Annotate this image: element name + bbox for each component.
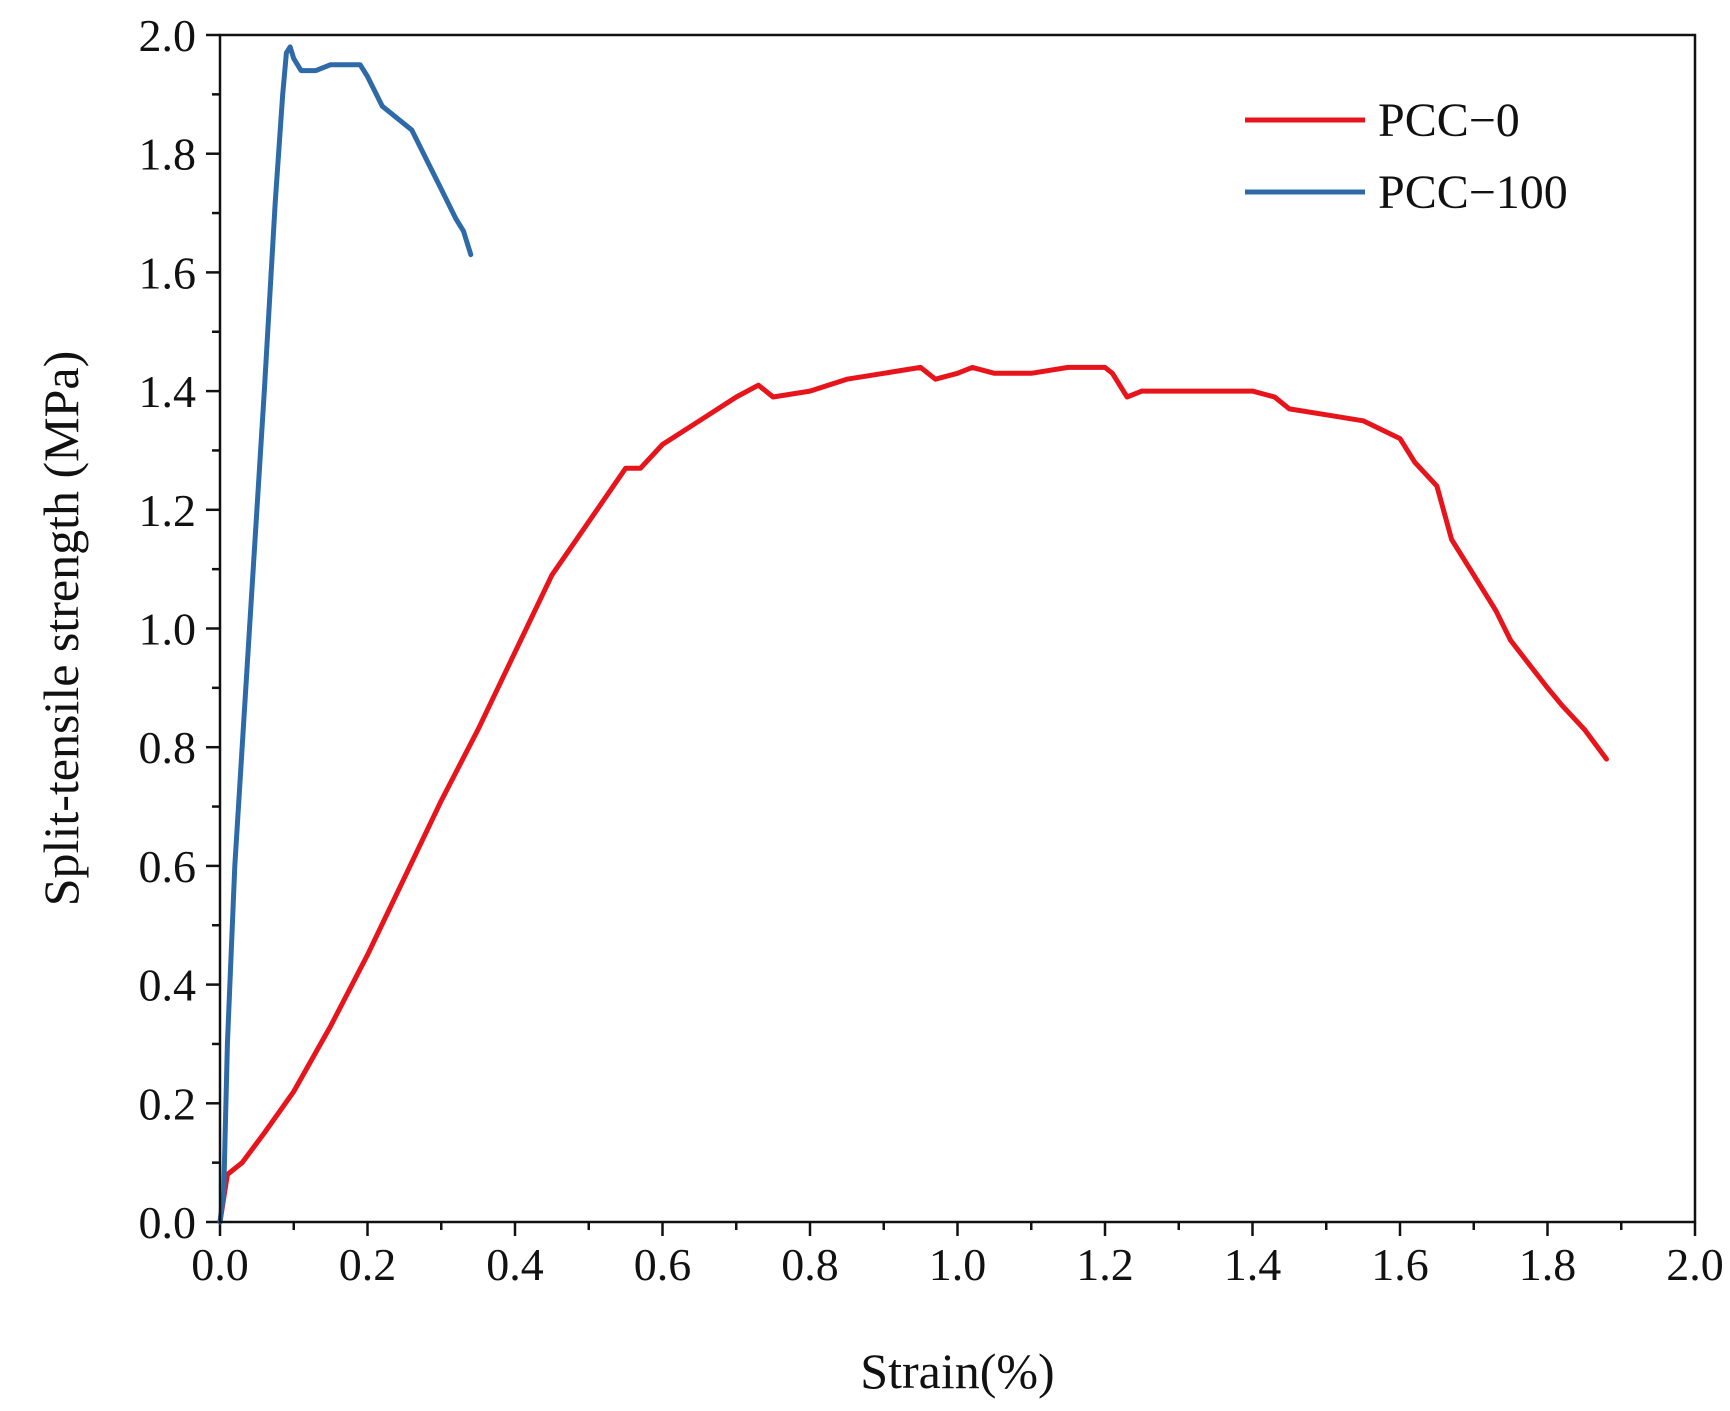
x-tick-label: 2.0 — [1666, 1239, 1724, 1290]
axis-ticks — [206, 33, 1697, 1236]
x-tick-label: 0.6 — [634, 1239, 692, 1290]
y-tick-label: 1.0 — [139, 604, 197, 655]
plot-series — [217, 44, 1609, 1225]
y-tick-label: 1.8 — [139, 129, 197, 180]
y-tick-label: 2.0 — [139, 10, 197, 61]
y-tick-label: 1.4 — [139, 366, 197, 417]
legend-label-pcc-100: PCC−100 — [1378, 166, 1568, 219]
x-tick-label: 0.8 — [781, 1239, 839, 1290]
y-tick-label: 1.6 — [139, 247, 197, 298]
series-line-pcc-0 — [217, 364, 1609, 1225]
x-tick-labels: 0.0 0.2 0.4 0.6 0.8 1.0 1.2 1.4 1.6 1.8 2.0 — [191, 1239, 1724, 1290]
x-tick-label: 1.6 — [1371, 1239, 1429, 1290]
x-tick-label: 1.2 — [1076, 1239, 1134, 1290]
x-tick-label: 0.0 — [191, 1239, 249, 1290]
x-axis-title: Strain(%) — [860, 1343, 1054, 1399]
y-axis-title: Split-tensile strength (MPa) — [33, 351, 89, 907]
x-tick-label: 1.4 — [1224, 1239, 1282, 1290]
x-tick-label: 0.4 — [486, 1239, 544, 1290]
series-line-pcc-100 — [217, 44, 474, 1225]
plot-frame — [218, 33, 1697, 1224]
y-tick-label: 0.4 — [139, 960, 197, 1011]
y-tick-label: 1.2 — [139, 485, 197, 536]
y-tick-label: 0.2 — [139, 1078, 197, 1129]
x-tick-label: 1.0 — [929, 1239, 987, 1290]
y-tick-label: 0.8 — [139, 722, 197, 773]
y-tick-labels: 0.0 0.2 0.4 0.6 0.8 1.0 1.2 1.4 1.6 1.8 2.0 — [139, 10, 197, 1248]
x-tick-label: 0.2 — [339, 1239, 397, 1290]
legend: PCC−0 PCC−100 — [1245, 94, 1568, 219]
y-tick-label: 0.0 — [139, 1197, 197, 1248]
legend-label-pcc-0: PCC−0 — [1378, 94, 1520, 147]
y-tick-label: 0.6 — [139, 841, 197, 892]
x-tick-label: 1.8 — [1519, 1239, 1577, 1290]
